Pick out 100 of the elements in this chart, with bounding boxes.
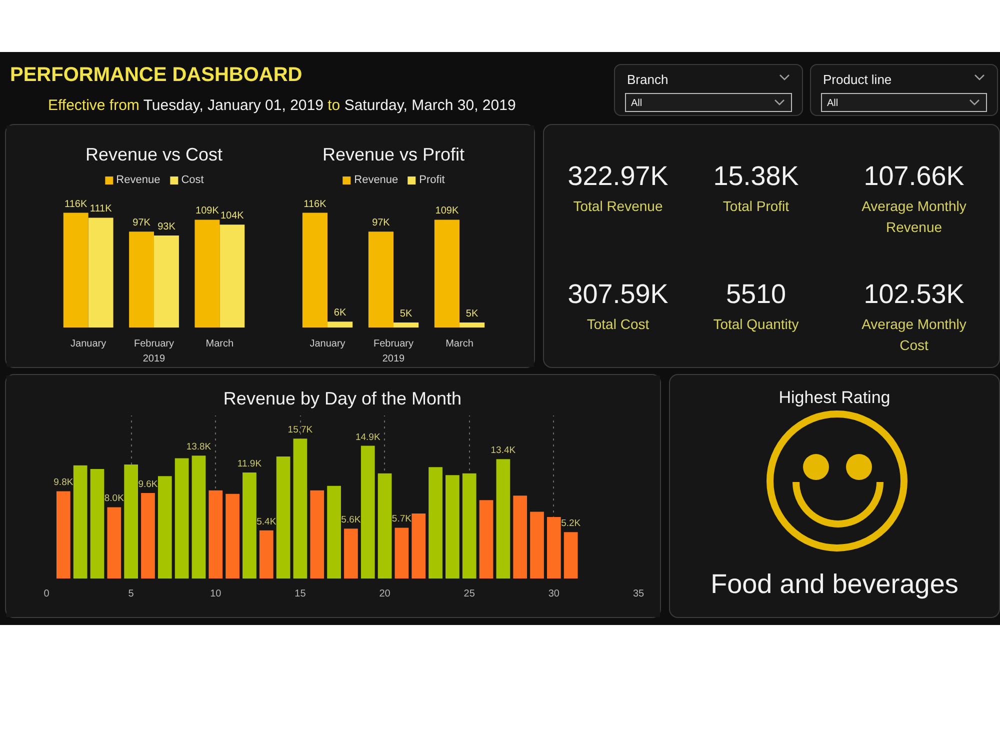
bar	[56, 491, 70, 578]
bar	[394, 528, 409, 578]
bar	[479, 500, 494, 578]
text: 107.66K	[862, 160, 966, 193]
chart-title: Revenue vs Cost	[85, 144, 223, 164]
data-label: 5.6K	[341, 514, 362, 526]
bar	[513, 496, 528, 578]
data-label: 5.4K	[256, 516, 277, 528]
bar	[259, 530, 274, 578]
chart-title: Revenue by Day of the Month	[223, 388, 462, 408]
bar	[174, 458, 189, 578]
bar	[194, 220, 220, 328]
text: Effective from	[48, 97, 140, 114]
data-label: 13.8K	[186, 442, 212, 453]
bar	[276, 456, 290, 578]
bar	[220, 224, 245, 328]
bar	[412, 513, 426, 578]
x-tick-label: 35	[632, 588, 644, 600]
legend-label: Cost	[181, 173, 204, 188]
text: PERFORMANCE DASHBOARD	[10, 63, 302, 88]
x-tick-label: February	[373, 338, 414, 350]
chart-title: Revenue vs Profit	[322, 144, 465, 164]
bar	[90, 468, 104, 578]
bar	[107, 507, 122, 578]
data-label: 109K	[435, 206, 459, 217]
text: Highest Rating	[778, 387, 892, 409]
bar	[158, 476, 172, 578]
bar	[530, 512, 544, 578]
bar	[73, 465, 88, 578]
bar	[546, 517, 561, 578]
bar	[327, 486, 341, 578]
data-label: 97K	[372, 218, 390, 229]
data-label: 6K	[334, 308, 346, 319]
data-label: 13.4K	[490, 445, 516, 456]
bar	[154, 236, 179, 328]
data-label: 93K	[158, 222, 176, 233]
x-tick-label: 0	[44, 588, 50, 600]
data-label: 14.9K	[355, 432, 381, 443]
data-label: 8.0K	[104, 493, 125, 504]
x-tick-label: 20	[379, 588, 391, 600]
x-tick-label: January	[70, 338, 106, 350]
data-label: 116K	[304, 198, 327, 210]
text: All	[631, 97, 642, 111]
bar	[129, 232, 154, 328]
bar	[63, 212, 88, 328]
x-tick-label: 25	[464, 588, 476, 600]
bar	[360, 446, 375, 578]
text: Product line	[823, 71, 892, 89]
x-tick-label: 10	[210, 588, 222, 600]
bar	[368, 232, 394, 328]
bar	[428, 467, 442, 578]
x-tick-label: March	[446, 338, 474, 350]
data-label: 104K	[220, 210, 244, 222]
text: Total Quantity	[712, 315, 800, 334]
x-tick-label: 15	[294, 588, 306, 600]
data-label: 5K	[466, 308, 478, 320]
data-label: 5K	[400, 308, 412, 320]
bar	[328, 322, 353, 328]
bar	[302, 212, 328, 328]
bar	[88, 218, 114, 328]
bar	[208, 490, 223, 578]
bar	[394, 322, 419, 328]
x-tick-label: March	[206, 338, 234, 350]
x-axis-title: 2019	[142, 354, 166, 364]
data-label: 11.9K	[237, 458, 262, 470]
text: Total Profit	[722, 197, 790, 216]
bar	[434, 220, 460, 328]
bar	[192, 456, 206, 578]
text: Total Cost	[586, 315, 650, 334]
bar	[344, 528, 358, 578]
bar	[242, 472, 256, 578]
bar	[141, 492, 155, 578]
data-label: 111K	[90, 204, 112, 215]
legend-label: Revenue	[116, 173, 160, 188]
x-tick-label: January	[310, 338, 346, 350]
data-label: 97K	[132, 218, 151, 229]
x-tick-label: February	[134, 338, 174, 350]
text: 102.53K	[862, 278, 966, 311]
text: Food and beverages	[710, 568, 960, 601]
bar	[226, 494, 240, 578]
text: Saturday, March 30, 2019	[344, 97, 516, 114]
x-tick-label: 5	[128, 588, 134, 600]
legend-label: Profit	[419, 173, 445, 188]
data-label: 109K	[196, 206, 220, 217]
data-label: 9.6K	[138, 478, 158, 490]
text: Total Revenue	[572, 197, 664, 216]
text: 15.38K	[713, 161, 799, 191]
text: Average Monthly Revenue	[860, 197, 968, 237]
bar	[496, 459, 510, 578]
x-tick-label: 30	[548, 588, 560, 600]
bar	[564, 532, 578, 578]
data-label: 15.7K	[288, 424, 314, 436]
bar	[460, 322, 485, 328]
bar	[310, 490, 324, 578]
text: to	[328, 97, 340, 114]
text: Tuesday, January 01, 2019	[143, 97, 324, 114]
bar	[462, 473, 476, 578]
text: 5510	[726, 279, 786, 309]
text: Branch	[627, 71, 668, 89]
text: 307.59K	[566, 278, 670, 311]
